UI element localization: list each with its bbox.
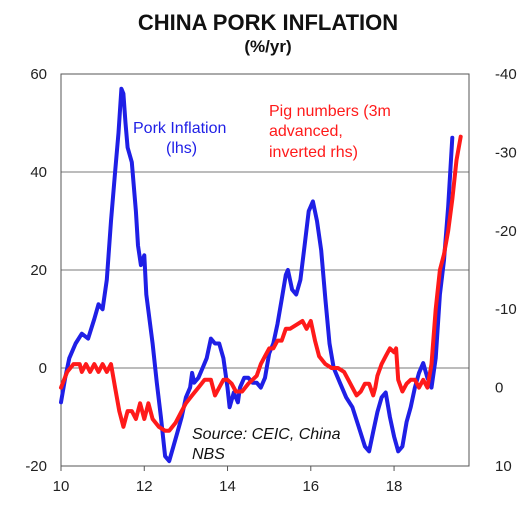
pork-label-line-1: Pork Inflation — [133, 120, 226, 137]
y-right-tick-label: -20 — [495, 223, 517, 240]
pig-label-line-2: advanced, — [269, 123, 343, 140]
y-left-tick-label: 40 — [30, 164, 47, 181]
y-right-tick-label: -40 — [495, 66, 517, 83]
x-tick-label: 10 — [53, 478, 70, 495]
y-left-tick-label: 0 — [39, 360, 47, 377]
y-left-tick-label: -20 — [25, 458, 47, 475]
plot-frame — [60, 73, 470, 467]
x-tick-label: 18 — [386, 478, 403, 495]
y-right-tick-label: -30 — [495, 144, 517, 161]
source-line-1: Source: CEIC, China — [192, 426, 341, 443]
source-line-2: NBS — [192, 446, 225, 463]
pig-label-line-1: Pig numbers (3m — [269, 103, 391, 120]
gridlines — [61, 171, 469, 369]
chart-title: CHINA PORK INFLATION — [138, 10, 398, 35]
x-tick-label: 14 — [219, 478, 236, 495]
y-right-tick-label: -10 — [495, 301, 517, 318]
pork-label-line-2: (lhs) — [166, 140, 197, 157]
chart-subtitle: (%/yr) — [244, 37, 291, 56]
pig-label-line-3: inverted rhs) — [269, 144, 358, 161]
y-right-tick-label: 0 — [495, 380, 503, 397]
x-tick-label: 16 — [302, 478, 319, 495]
y-left-tick-labels: 60 40 20 0 -20 — [25, 66, 47, 475]
y-left-tick-label: 60 — [30, 66, 47, 83]
pork-inflation-line — [59, 86, 455, 464]
y-left-tick-label: 20 — [30, 262, 47, 279]
x-tick-label: 12 — [136, 478, 153, 495]
y-right-tick-label: 10 — [495, 458, 512, 475]
x-tick-labels: 10 12 14 16 18 — [53, 466, 403, 495]
y-right-tick-labels: -40 -30 -20 -10 0 10 — [495, 66, 517, 475]
pig-numbers-line — [59, 134, 463, 433]
series-layer — [59, 86, 463, 464]
